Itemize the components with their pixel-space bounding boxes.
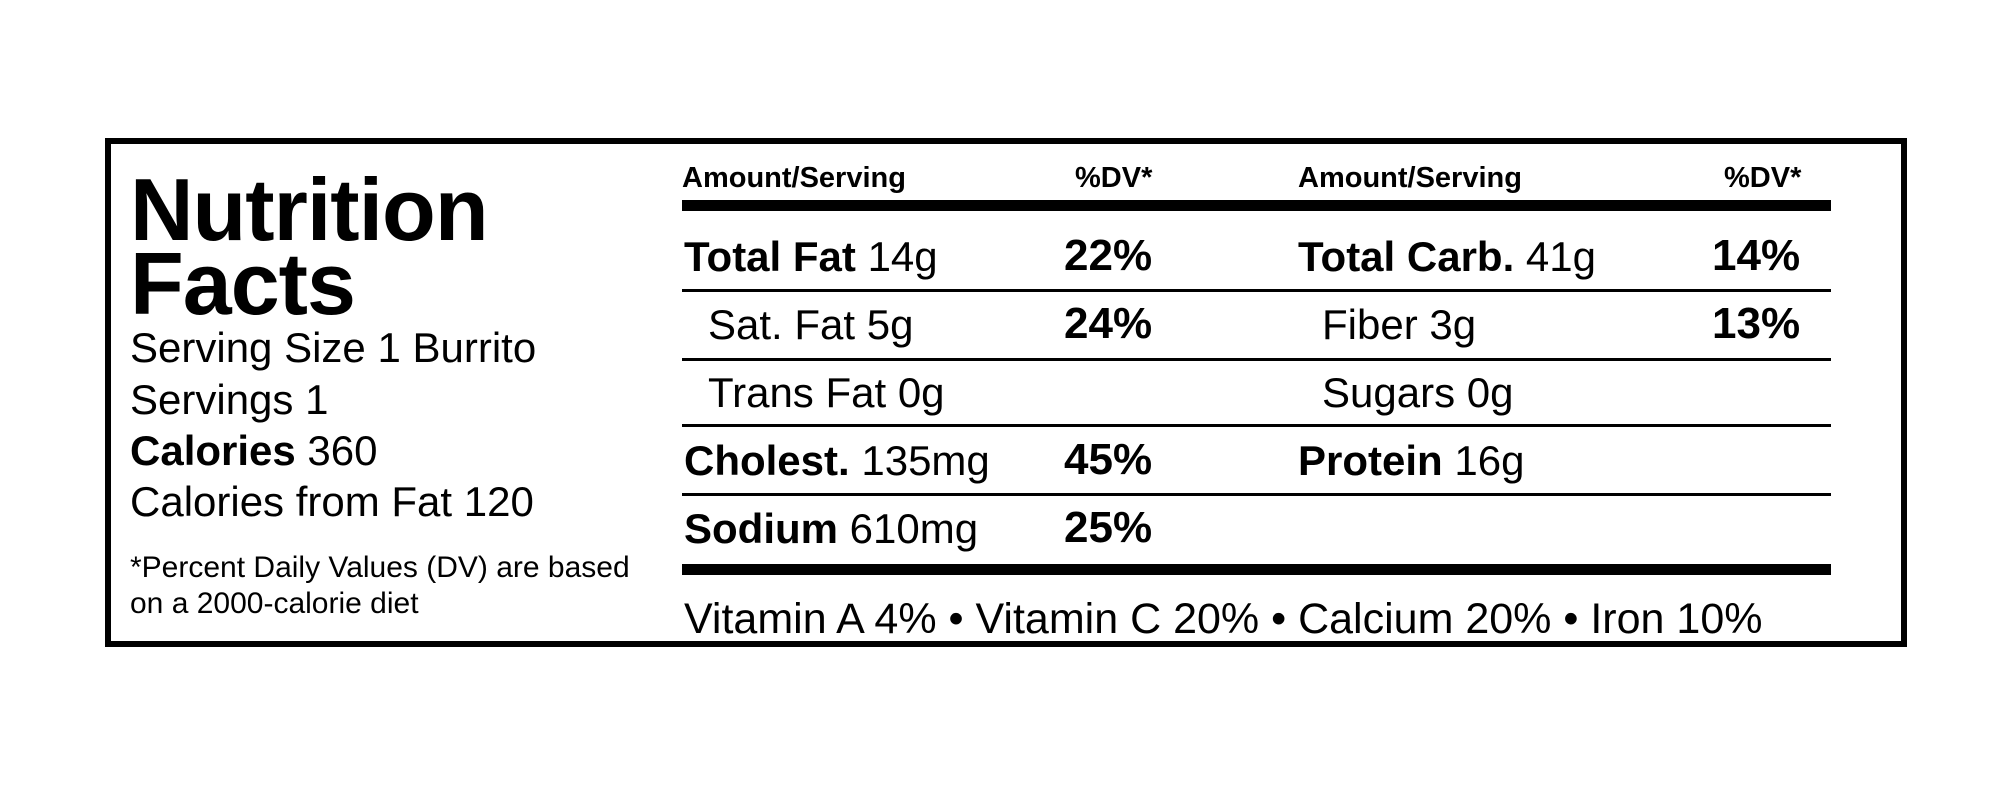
header-rule <box>682 200 1831 211</box>
nutrient-name: Protein <box>1298 437 1443 484</box>
serving-size: Serving Size 1 Burrito <box>130 324 537 371</box>
servings: Servings 1 <box>130 376 329 423</box>
row-cholesterol: Cholest. 135mg <box>684 440 990 482</box>
header-dv-right: %DV* <box>1724 162 1802 194</box>
calories-from-fat: Calories from Fat 120 <box>130 478 534 525</box>
dv-sodium: 25% <box>1064 503 1153 552</box>
row-divider <box>682 424 1831 427</box>
title-line-2: Facts <box>130 234 356 333</box>
nutrient-name: Cholest. <box>684 437 850 484</box>
nutrient-name: Sodium <box>684 505 838 552</box>
nutrient-name: Total Fat <box>684 233 856 280</box>
dv-cholesterol: 45% <box>1064 435 1153 484</box>
bottom-rule <box>682 564 1831 575</box>
row-total-carb: Total Carb. 41g <box>1298 236 1596 278</box>
nutrient-amount: 610mg <box>849 505 979 552</box>
header-amount-left: Amount/Serving <box>682 162 906 194</box>
row-trans-fat: Trans Fat 0g <box>708 369 945 416</box>
dv-sat-fat: 24% <box>1064 299 1153 348</box>
nutrient-amount: 135mg <box>861 437 990 484</box>
row-protein: Protein 16g <box>1298 440 1524 482</box>
row-divider <box>682 358 1831 361</box>
calories-line: Calories 360 <box>130 430 378 472</box>
footnote: *Percent Daily Values (DV) are based on … <box>130 551 630 620</box>
vitamins-line: Vitamin A 4% • Vitamin C 20% • Calcium 2… <box>684 595 1763 643</box>
nutrient-amount: 41g <box>1525 233 1596 280</box>
calories-label: Calories <box>130 427 296 474</box>
row-divider <box>682 493 1831 496</box>
row-sat-fat: Sat. Fat 5g <box>708 301 914 348</box>
row-fiber: Fiber 3g <box>1322 301 1477 348</box>
header-amount-right: Amount/Serving <box>1298 162 1522 194</box>
calories-value: 360 <box>307 427 378 474</box>
dv-total-carb: 14% <box>1712 231 1801 280</box>
header-dv-left: %DV* <box>1075 162 1153 194</box>
nutrient-name: Total Carb. <box>1298 233 1515 280</box>
title-line-1: Nutrition <box>130 160 489 259</box>
row-sugars: Sugars 0g <box>1322 369 1514 416</box>
nutrient-amount: 16g <box>1454 437 1525 484</box>
dv-fiber: 13% <box>1712 299 1801 348</box>
dv-total-fat: 22% <box>1064 231 1153 280</box>
row-sodium: Sodium 610mg <box>684 508 978 550</box>
nutrient-amount: 14g <box>867 233 938 280</box>
nutrition-facts-label <box>105 138 1907 647</box>
row-divider <box>682 289 1831 292</box>
row-total-fat: Total Fat 14g <box>684 236 938 278</box>
